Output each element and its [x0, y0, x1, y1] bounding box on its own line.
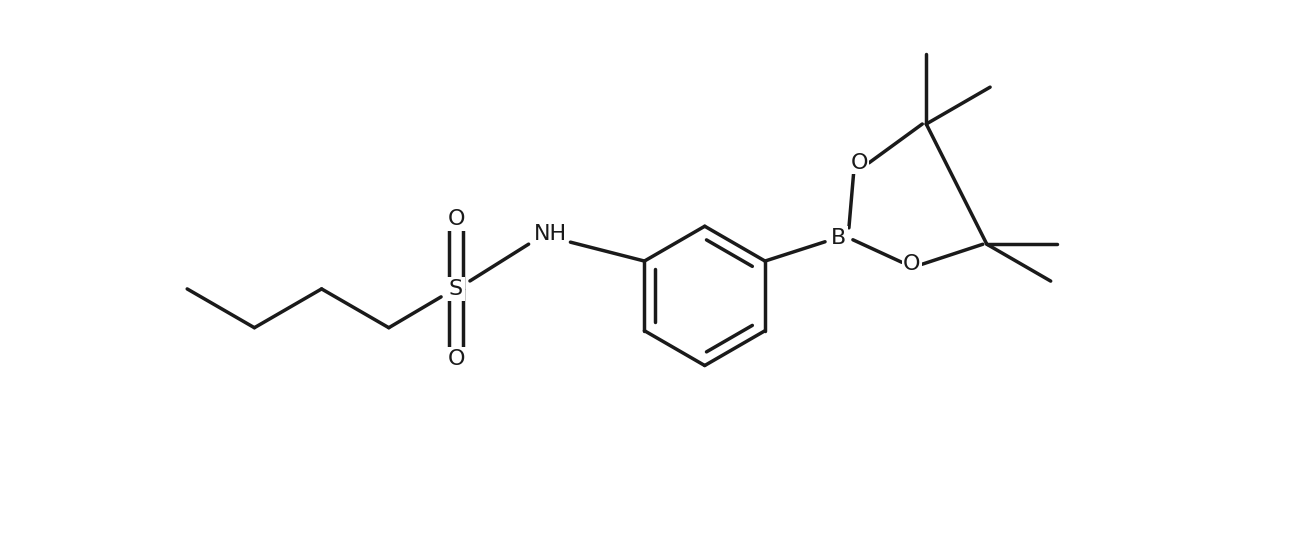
Text: O: O	[447, 209, 464, 229]
Text: O: O	[850, 153, 867, 173]
Text: O: O	[447, 349, 464, 368]
Text: NH: NH	[533, 224, 567, 244]
Text: B: B	[832, 228, 846, 248]
Text: S: S	[449, 279, 463, 299]
Text: O: O	[904, 254, 921, 274]
